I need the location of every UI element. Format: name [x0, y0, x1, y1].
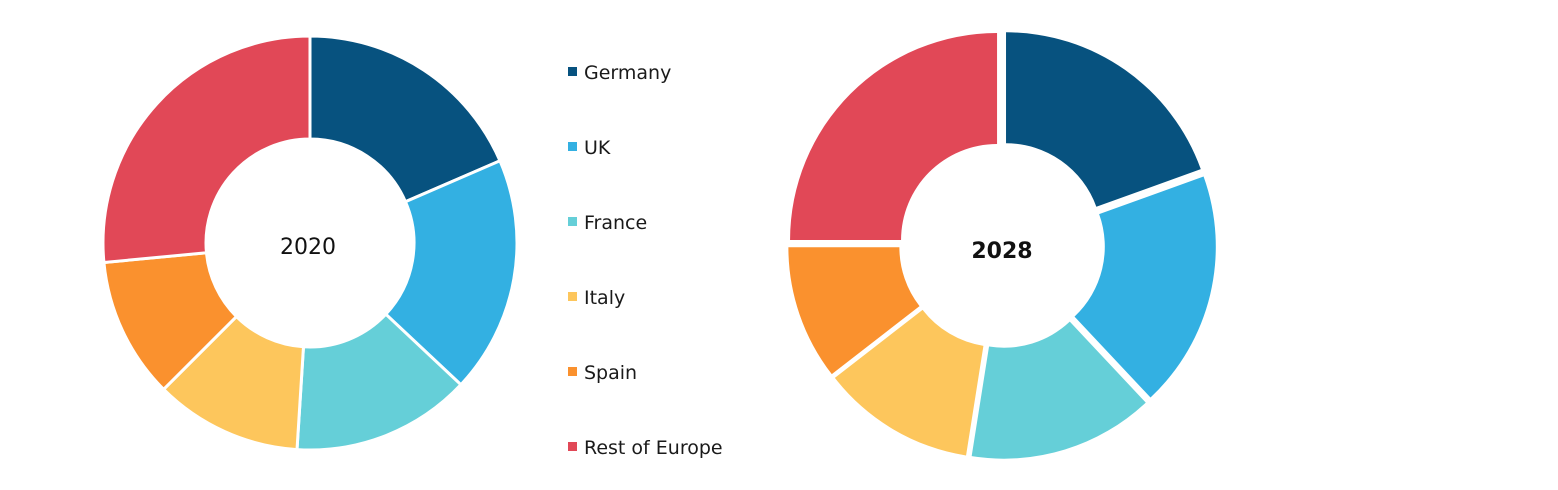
legend-item-uk: UK: [568, 137, 610, 159]
donut-2020-slice-uk: [383, 158, 519, 387]
legend-item-rest-of-europe: Rest of Europe: [568, 437, 723, 459]
legend-label-france: France: [584, 212, 648, 234]
legend-swatch-uk: [568, 142, 577, 151]
donut-2020-slices: [101, 34, 519, 452]
donut-2020-center-label: 2020: [280, 235, 336, 260]
donut-2028-slices: [788, 32, 1216, 459]
legend-swatch-germany: [568, 67, 577, 76]
donut-chart-2020: 2020: [101, 34, 519, 452]
legend-label-spain: Spain: [584, 362, 638, 384]
donut-2028-slice-france: [971, 321, 1146, 459]
legend-label-germany: Germany: [584, 62, 672, 84]
donut-chart-2028: 2028: [788, 32, 1216, 459]
legend-label-uk: UK: [584, 137, 611, 159]
donut-2020-slice-rest-of-europe: [101, 34, 312, 265]
donut-2028-slice-rest-of-europe: [790, 33, 998, 241]
legend-label-rest-of-europe: Rest of Europe: [584, 437, 723, 459]
legend-item-spain: Spain: [568, 362, 637, 384]
donut-2020-slice-germany: [308, 34, 502, 204]
donut-2028-slice-italy: [834, 309, 984, 456]
legend-swatch-france: [568, 217, 577, 226]
legend-swatch-spain: [568, 367, 577, 376]
legend-swatch-italy: [568, 292, 577, 301]
donut-2028-slice-uk: [1074, 176, 1216, 398]
legend-swatch-rest-of-europe: [568, 442, 577, 451]
legend-item-italy: Italy: [568, 287, 625, 309]
legend-label-italy: Italy: [584, 287, 626, 309]
donut-2028-slice-germany: [1006, 32, 1201, 207]
legend-item-germany: Germany: [568, 62, 671, 84]
donut-2028-center-label: 2028: [971, 239, 1032, 264]
donut-2020-slice-france: [295, 312, 464, 452]
legend-item-france: France: [568, 212, 647, 234]
donut-2028-slice-spain: [788, 247, 920, 375]
